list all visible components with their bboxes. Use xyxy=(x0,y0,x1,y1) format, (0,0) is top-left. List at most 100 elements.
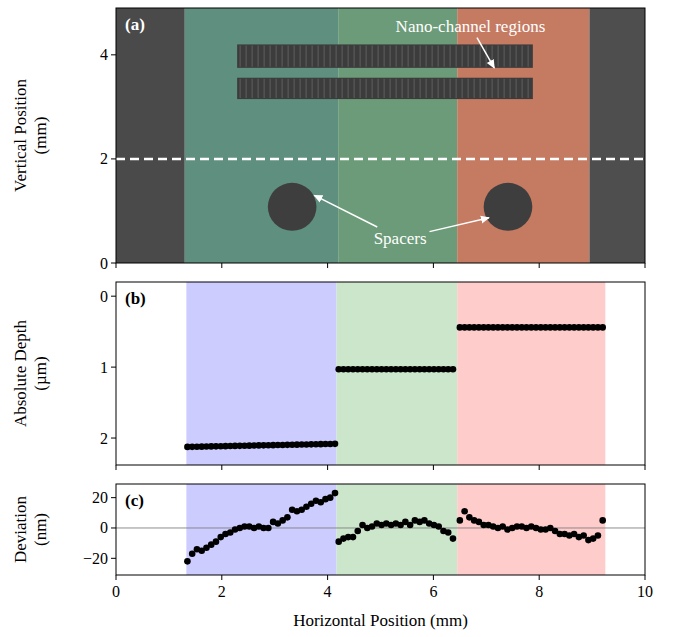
y-tick-label: 0 xyxy=(100,255,108,272)
panel-letter: (c) xyxy=(125,491,144,510)
channel-texture xyxy=(294,79,295,98)
channel-texture xyxy=(270,45,271,66)
channel-texture xyxy=(354,79,355,98)
channel-texture xyxy=(318,45,319,66)
x-tick xyxy=(221,263,222,268)
x-tick-label: 0 xyxy=(112,583,120,600)
y-tick xyxy=(111,367,116,368)
y-tick-label: 0 xyxy=(100,519,108,536)
annotation: Nano-channel regions xyxy=(396,17,546,36)
x-tick xyxy=(327,263,328,268)
channel-texture xyxy=(390,79,391,98)
plot-area xyxy=(184,282,606,465)
data-point xyxy=(332,441,339,448)
x-tick xyxy=(116,263,117,268)
x-tick xyxy=(645,575,646,580)
channel-texture xyxy=(432,45,433,66)
y-tick xyxy=(111,438,116,439)
channel-texture xyxy=(426,79,427,98)
region-band xyxy=(337,282,458,465)
data-point xyxy=(350,534,357,541)
channel-texture xyxy=(402,45,403,66)
x-tick xyxy=(433,465,434,470)
channel-texture xyxy=(468,79,469,98)
channel-texture xyxy=(522,45,523,66)
x-tick xyxy=(645,263,646,268)
x-tick-label: 8 xyxy=(535,583,543,600)
x-tick xyxy=(116,465,117,470)
x-tick-label: 10 xyxy=(637,583,653,600)
data-point xyxy=(457,517,464,524)
channel-texture xyxy=(306,79,307,98)
channel-texture xyxy=(438,45,439,66)
channel-texture xyxy=(306,45,307,66)
y-axis-title: Vertical Position(mm) xyxy=(11,79,50,192)
spacer xyxy=(484,183,533,231)
x-tick xyxy=(116,575,117,580)
annotation-arrow xyxy=(314,195,377,227)
data-point xyxy=(354,528,361,535)
x-tick xyxy=(327,465,328,470)
channel-texture xyxy=(312,79,313,98)
channel-texture xyxy=(450,45,451,66)
channel-texture xyxy=(480,45,481,66)
channel-texture xyxy=(528,45,529,66)
y-axis-title-line: (mm) xyxy=(31,117,50,155)
channel-texture xyxy=(486,45,487,66)
channel-texture xyxy=(264,45,265,66)
axes-frame xyxy=(116,8,645,263)
plot-area xyxy=(116,8,645,263)
channel-texture xyxy=(330,45,331,66)
y-axis-title-line: Vertical Position xyxy=(11,79,30,192)
x-tick xyxy=(645,465,646,470)
channel-texture xyxy=(288,79,289,98)
channel-texture xyxy=(510,45,511,66)
channel-texture xyxy=(336,79,337,98)
channel-texture xyxy=(240,45,241,66)
y-axis-title-line: (µm) xyxy=(31,356,50,390)
channel-texture xyxy=(498,45,499,66)
channel-texture xyxy=(462,45,463,66)
channel-texture xyxy=(312,45,313,66)
y-tick xyxy=(111,558,116,559)
x-tick xyxy=(221,575,222,580)
region-band xyxy=(186,484,336,575)
channel-texture xyxy=(300,45,301,66)
x-tick xyxy=(433,263,434,268)
channel-texture xyxy=(300,79,301,98)
data-point xyxy=(213,538,220,545)
y-axis-title-line: Absolute Depth xyxy=(11,319,30,427)
image-region xyxy=(116,8,185,263)
channel-texture xyxy=(246,79,247,98)
region-band xyxy=(337,484,458,575)
channel-texture xyxy=(384,79,385,98)
nano-channel xyxy=(237,78,533,99)
channel-texture xyxy=(264,79,265,98)
y-axis-title-line: Deviation xyxy=(11,495,30,563)
channel-texture xyxy=(384,45,385,66)
panel-letter: (b) xyxy=(125,289,146,308)
channel-texture xyxy=(324,45,325,66)
data-point xyxy=(461,508,468,515)
panel: 0246810−20020Deviation(nm)Horizontal Pos… xyxy=(11,484,653,630)
channel-texture xyxy=(462,79,463,98)
channel-texture xyxy=(390,45,391,66)
channel-texture xyxy=(372,79,373,98)
data-point xyxy=(599,324,606,331)
channel-texture xyxy=(330,79,331,98)
channel-texture xyxy=(288,45,289,66)
channel-texture xyxy=(480,79,481,98)
channel-texture xyxy=(366,45,367,66)
y-tick-label: 2 xyxy=(100,150,108,167)
x-tick xyxy=(221,465,222,470)
data-point xyxy=(327,494,334,501)
spacer xyxy=(268,183,317,231)
channel-texture xyxy=(504,45,505,66)
data-point xyxy=(450,535,457,542)
channel-texture xyxy=(468,45,469,66)
channel-texture xyxy=(258,79,259,98)
dashed-line xyxy=(116,158,645,161)
channel-texture xyxy=(246,45,247,66)
channel-texture xyxy=(360,45,361,66)
channel-texture xyxy=(282,45,283,66)
